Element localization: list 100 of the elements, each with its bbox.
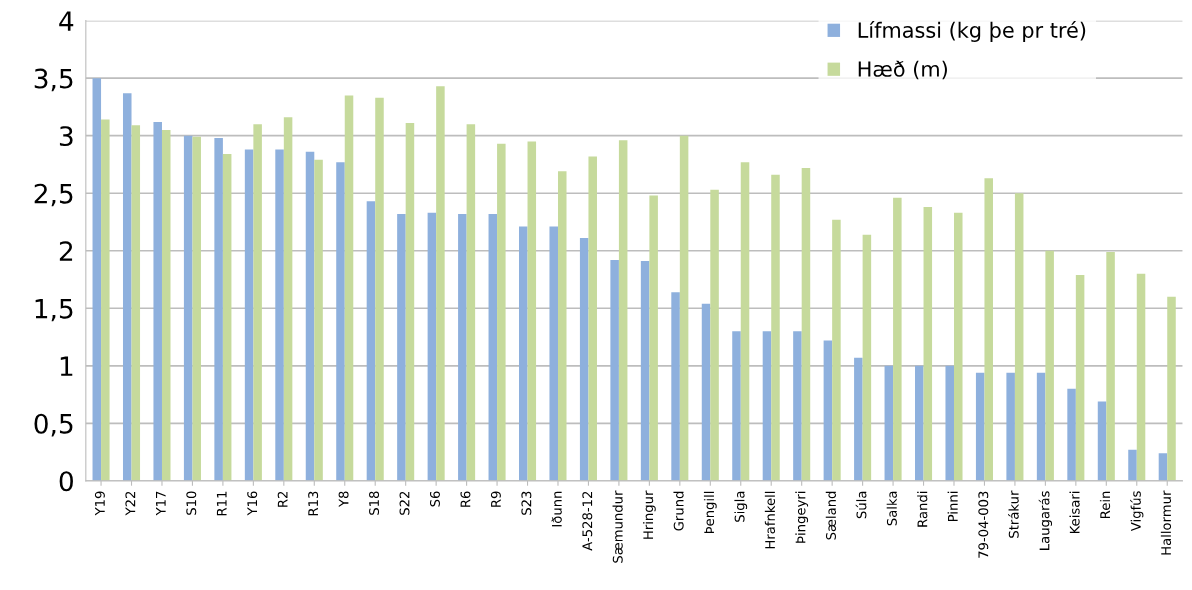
x-tick-label: R9 bbox=[490, 491, 501, 507]
bar bbox=[458, 213, 467, 481]
bar bbox=[1106, 251, 1115, 481]
bar bbox=[344, 95, 354, 481]
y-tick-label: 3,5 bbox=[34, 68, 73, 92]
bar bbox=[679, 135, 689, 481]
bar bbox=[122, 93, 132, 481]
x-tick-label: Y8 bbox=[338, 491, 349, 508]
bar bbox=[801, 167, 811, 481]
y-tick-label: 0 bbox=[59, 471, 73, 492]
bar bbox=[214, 138, 223, 481]
bar bbox=[161, 129, 171, 481]
bar bbox=[862, 234, 872, 481]
y-tick-label: 1,5 bbox=[35, 299, 73, 322]
bar bbox=[549, 226, 558, 481]
x-tick-label: S10 bbox=[186, 491, 197, 515]
x-tick-label: Y17 bbox=[156, 491, 166, 516]
bar bbox=[222, 154, 232, 481]
bar bbox=[497, 143, 506, 481]
x-tick-label: Sæland bbox=[825, 491, 836, 540]
bar bbox=[153, 121, 162, 481]
x-tick-label: Y16 bbox=[247, 491, 258, 516]
bar bbox=[884, 365, 894, 481]
bar bbox=[1128, 449, 1137, 481]
legend-label: Lífmassi (kg þe pr tré) bbox=[858, 20, 1086, 42]
bar bbox=[588, 156, 597, 481]
bar bbox=[466, 124, 476, 481]
bar bbox=[436, 86, 445, 481]
bar bbox=[710, 189, 719, 481]
bar bbox=[1167, 296, 1176, 481]
bar bbox=[405, 123, 415, 481]
x-tick-label: Randi bbox=[917, 491, 928, 527]
bar bbox=[854, 357, 863, 481]
x-tick-label: 79-04-003 bbox=[978, 491, 989, 558]
bar bbox=[610, 259, 619, 481]
bar bbox=[1014, 193, 1024, 481]
bar bbox=[283, 117, 293, 481]
bar bbox=[823, 340, 833, 481]
x-tick-label: S22 bbox=[399, 491, 410, 515]
bar bbox=[984, 178, 993, 481]
x-tick-label: S18 bbox=[369, 491, 380, 515]
y-tick-label: 1 bbox=[60, 356, 73, 376]
bar bbox=[762, 331, 772, 481]
x-tick-label: Y22 bbox=[125, 491, 136, 516]
x-tick-label: Hringur bbox=[642, 490, 656, 539]
bar bbox=[336, 162, 345, 481]
bar bbox=[1158, 453, 1168, 481]
x-tick-label: Sæmundur bbox=[612, 490, 623, 563]
x-tick-label: R13 bbox=[308, 491, 319, 516]
x-tick-label: Y19 bbox=[94, 491, 105, 516]
bar bbox=[701, 303, 711, 481]
x-tick-label: Hallormur bbox=[1160, 490, 1172, 555]
bar bbox=[183, 135, 193, 481]
bar bbox=[244, 149, 254, 481]
x-tick-label: Keisari bbox=[1069, 491, 1080, 534]
x-tick-label: Strákur bbox=[1008, 490, 1019, 538]
bar bbox=[1006, 372, 1015, 481]
bar bbox=[366, 201, 376, 481]
x-tick-label: Laugarás bbox=[1038, 491, 1053, 550]
bar bbox=[1136, 273, 1146, 481]
x-tick-label: R6 bbox=[460, 491, 471, 507]
bar bbox=[527, 141, 537, 481]
x-tick-label: R2 bbox=[277, 491, 288, 507]
y-tick-label: 0,5 bbox=[34, 413, 73, 437]
x-tick-label: Vigfús bbox=[1130, 491, 1144, 532]
x-tick-label: S6 bbox=[429, 491, 440, 507]
bar bbox=[975, 372, 985, 481]
bar bbox=[375, 97, 384, 481]
bar bbox=[832, 219, 841, 481]
bar bbox=[397, 213, 406, 481]
bar bbox=[314, 159, 323, 481]
x-tick-label: Þengill bbox=[703, 491, 717, 534]
bar bbox=[671, 292, 680, 481]
bar bbox=[893, 197, 902, 481]
x-tick-label: Hrafnkell bbox=[764, 491, 776, 549]
y-tick-label: 2 bbox=[59, 241, 73, 261]
bar bbox=[793, 331, 802, 481]
x-tick-label: S23 bbox=[521, 491, 532, 515]
legend-label: Hæð (m) bbox=[858, 60, 947, 80]
bar bbox=[640, 261, 650, 481]
x-tick-label: A-528-12 bbox=[582, 491, 593, 551]
bar bbox=[740, 162, 750, 481]
bar bbox=[131, 125, 141, 481]
x-tick-label: Iðunn bbox=[551, 491, 562, 527]
bar bbox=[915, 365, 924, 481]
x-tick-label: Þingeyri bbox=[795, 491, 809, 543]
x-tick-label: Súla bbox=[855, 491, 867, 519]
bar bbox=[1067, 388, 1076, 481]
x-tick-label: Pinni bbox=[947, 491, 958, 521]
bar bbox=[771, 174, 780, 481]
bar bbox=[618, 140, 628, 481]
bar bbox=[488, 213, 498, 481]
x-tick-label: R11 bbox=[216, 491, 227, 516]
bar bbox=[954, 212, 963, 481]
y-tick-label: 3 bbox=[59, 126, 73, 147]
y-tick-label: 4 bbox=[59, 11, 74, 31]
bar bbox=[1036, 372, 1046, 481]
x-tick-label: Rein bbox=[1099, 491, 1111, 518]
bar bbox=[1097, 401, 1107, 481]
x-tick-label: Sigla bbox=[734, 491, 748, 522]
